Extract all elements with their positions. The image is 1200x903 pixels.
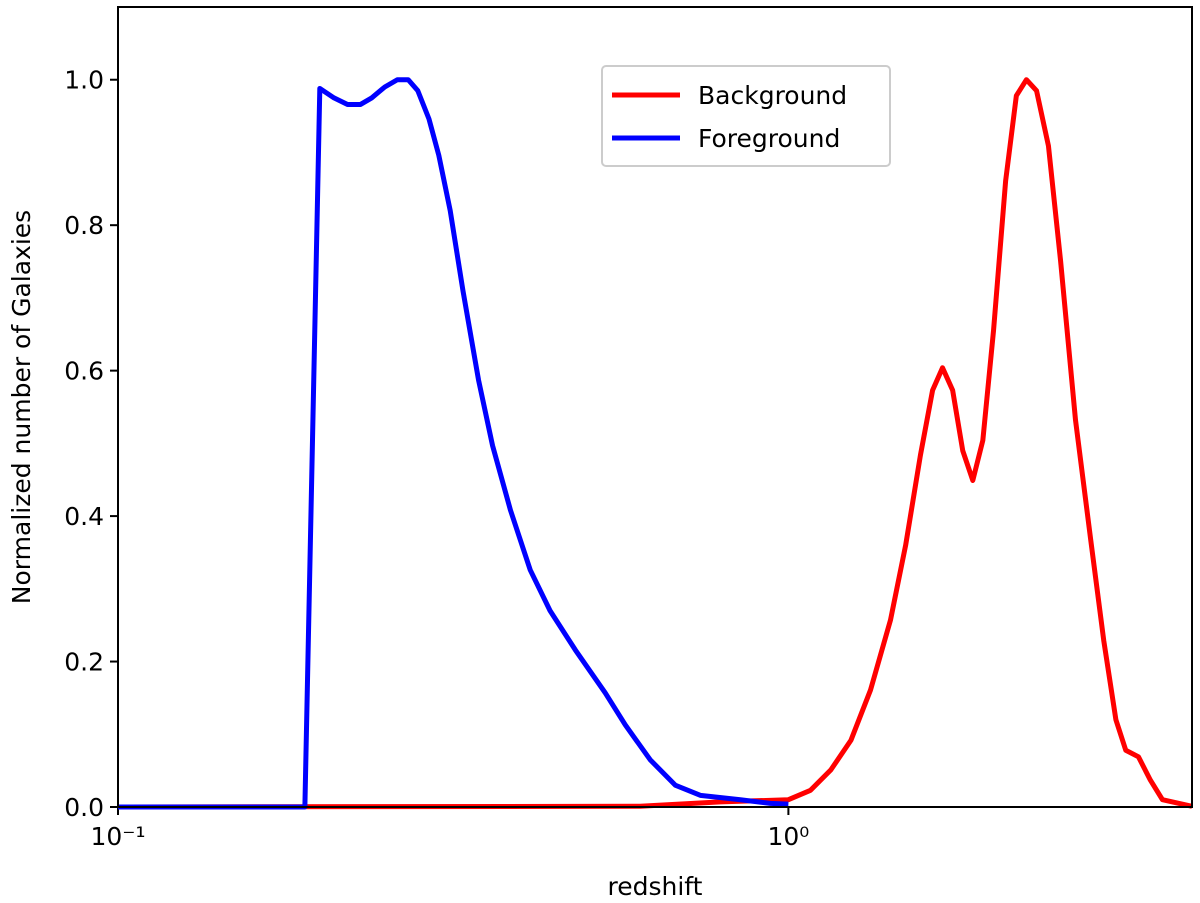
legend-label: Foreground bbox=[698, 124, 840, 153]
x-axis-label: redshift bbox=[608, 872, 703, 901]
data-line bbox=[117, 77, 1193, 810]
y-axis-label: Normalized number of Galaxies bbox=[7, 210, 36, 604]
data-line bbox=[118, 77, 789, 810]
y-tick-label: 0.4 bbox=[64, 502, 104, 531]
x-tick-label: 10⁰ bbox=[767, 822, 809, 851]
y-tick-label: 0.2 bbox=[64, 648, 104, 677]
y-tick-label: 1.0 bbox=[64, 66, 104, 95]
y-tick-label: 0.6 bbox=[64, 357, 104, 386]
y-tick-label: 0.0 bbox=[64, 793, 104, 822]
plot-frame bbox=[117, 6, 1193, 808]
legend-box bbox=[601, 65, 891, 167]
y-tick-label: 0.8 bbox=[64, 211, 104, 240]
legend-label: Background bbox=[698, 81, 847, 110]
x-tick-label: 10⁻¹ bbox=[90, 822, 145, 851]
